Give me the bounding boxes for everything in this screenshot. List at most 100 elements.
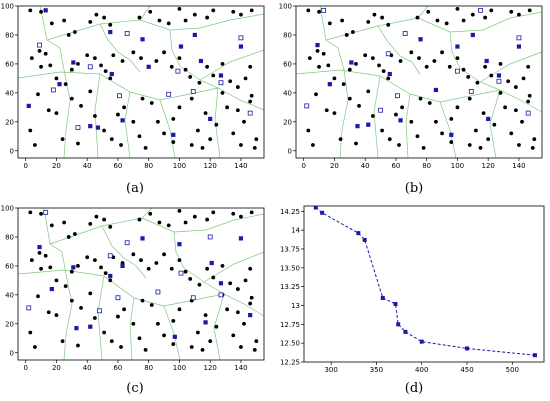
point-black-circle-23 (43, 51, 48, 56)
point-hollow-square-7 (207, 234, 213, 240)
point-filled-square-3 (109, 71, 114, 77)
point-hollow-square-3 (107, 253, 113, 259)
point-filled-square-8 (192, 32, 197, 38)
point-black-circle-52 (235, 85, 240, 89)
point-black-circle-71 (162, 333, 166, 338)
point-black-circle-1 (39, 211, 43, 216)
point-filled-square-14 (95, 125, 101, 130)
point-black-circle-90 (119, 345, 123, 349)
point-black-circle-75 (195, 330, 200, 335)
point-hollow-square-7 (468, 89, 474, 94)
point-black-circle-58 (69, 298, 74, 303)
subplot-d: 300 350 400 450 500 12.25 12.50 12.75 13 13.25 13.… (278, 202, 550, 401)
point-hollow-square-6 (455, 68, 460, 74)
point-black-circle-11 (166, 223, 171, 228)
point-black-circle-90 (119, 143, 123, 147)
point-filled-square-12 (455, 44, 460, 49)
point-black-circle-93 (467, 143, 472, 147)
point-black-circle-60 (366, 89, 371, 94)
point-black-circle-27 (54, 76, 59, 81)
point-black-circle-69 (149, 101, 154, 105)
line-point-10 (532, 353, 537, 358)
voronoi-edge-3 (139, 13, 265, 31)
point-filled-square-15 (171, 132, 176, 137)
point-black-circle-50 (220, 264, 225, 268)
point-black-circle-95 (239, 143, 243, 147)
y-tick-label-0: 0 (288, 147, 292, 155)
point-filled-square-13 (484, 58, 489, 64)
point-black-circle-40 (146, 266, 151, 271)
point-black-circle-65 (400, 105, 404, 110)
line-point-3 (362, 237, 367, 242)
point-black-circle-97 (248, 64, 253, 69)
point-black-circle-59 (357, 103, 361, 108)
point-black-circle-48 (205, 64, 210, 69)
point-hollow-square-8 (218, 80, 224, 86)
y-tick-label-5: 13.50 (280, 264, 300, 272)
point-hollow-square-6 (190, 295, 196, 301)
point-black-circle-87 (33, 345, 37, 349)
point-black-circle-37 (120, 59, 125, 63)
point-black-circle-48 (205, 266, 210, 271)
point-filled-square-1 (49, 286, 54, 292)
point-black-circle-78 (492, 122, 497, 127)
line-point-7 (403, 329, 408, 334)
point-black-circle-74 (467, 96, 472, 101)
line-point-1 (320, 210, 325, 215)
point-black-circle-42 (162, 252, 166, 257)
point-black-circle-43 (169, 266, 174, 271)
point-filled-square-11 (26, 103, 31, 108)
point-black-circle-32 (92, 258, 97, 263)
point-black-circle-30 (76, 264, 80, 268)
x-tick-label-5: 100 (173, 162, 186, 170)
point-black-circle-91 (421, 145, 426, 150)
point-black-circle-42 (440, 50, 444, 55)
y-tick-label-1: 20 (5, 320, 14, 328)
point-black-circle-94 (200, 145, 205, 150)
point-black-circle-85 (254, 137, 259, 142)
subplot-c: 0 20 40 60 80 100 120 140 0 20 40 60 80 100 (0, 202, 272, 401)
y-tick-label-4: 80 (5, 233, 14, 241)
point-black-circle-65 (122, 105, 126, 110)
point-black-circle-18 (517, 12, 521, 17)
point-black-circle-79 (220, 90, 225, 95)
point-black-circle-75 (195, 128, 200, 133)
point-black-circle-49 (489, 73, 494, 78)
x-tick-label-5: 100 (173, 364, 186, 372)
point-black-circle-53 (243, 76, 248, 81)
point-black-circle-97 (248, 266, 253, 271)
point-black-circle-61 (370, 114, 375, 118)
x-tick-label-4: 80 (422, 162, 431, 170)
point-filled-square-7 (178, 44, 184, 49)
point-black-circle-12 (455, 6, 460, 11)
subplot-b: 0 20 40 60 80 100 120 140 0 20 40 60 80 100 (278, 0, 550, 200)
point-black-circle-55 (36, 92, 40, 97)
point-black-circle-7 (108, 224, 113, 229)
point-black-circle-34 (103, 271, 108, 276)
point-filled-square-17 (238, 44, 244, 49)
point-black-circle-46 (188, 277, 193, 281)
point-black-circle-66 (131, 119, 136, 124)
point-black-circle-1 (317, 9, 321, 14)
point-black-circle-28 (63, 82, 68, 87)
point-black-circle-74 (189, 96, 194, 101)
point-black-circle-46 (466, 75, 471, 79)
point-black-circle-52 (235, 287, 240, 291)
point-hollow-square-11 (175, 68, 181, 74)
point-filled-square-8 (218, 281, 224, 286)
point-black-circle-20 (62, 18, 67, 23)
point-black-circle-70 (156, 321, 160, 326)
point-black-circle-60 (88, 89, 93, 94)
y-tick-label-2: 40 (283, 89, 292, 97)
point-black-circle-71 (162, 131, 166, 136)
x-tick-label-7: 140 (234, 162, 247, 170)
point-black-circle-94 (200, 347, 205, 352)
point-black-circle-19 (527, 8, 532, 13)
point-black-circle-35 (386, 76, 391, 81)
point-hollow-square-1 (50, 87, 56, 93)
point-black-circle-62 (102, 330, 106, 335)
voronoi-edge-8 (373, 75, 381, 159)
point-black-circle-80 (225, 307, 230, 312)
point-filled-square-4 (74, 326, 79, 331)
point-black-circle-24 (29, 56, 34, 61)
